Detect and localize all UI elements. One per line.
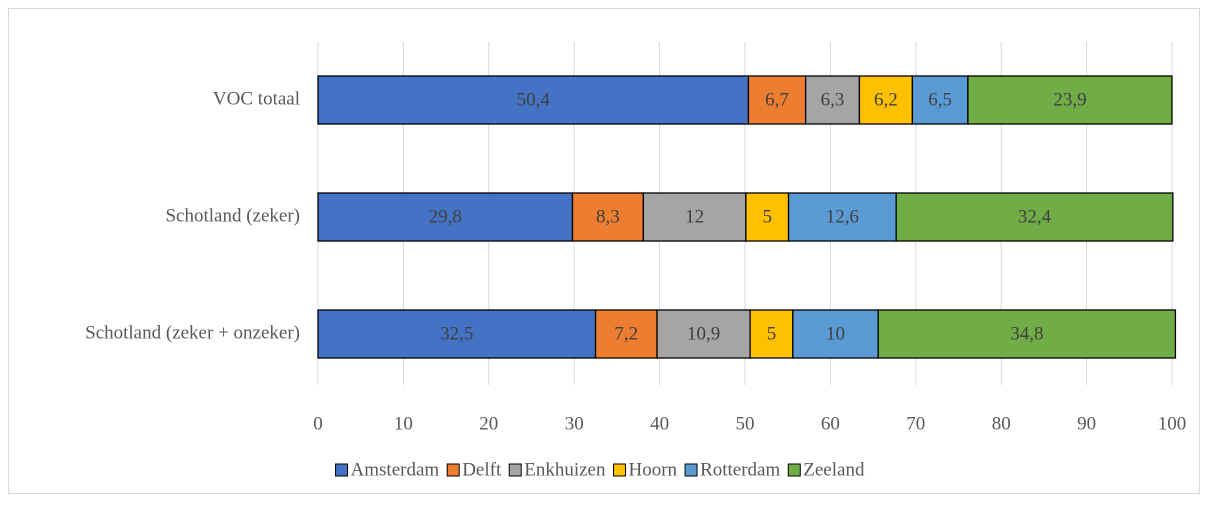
legend-label: Amsterdam xyxy=(351,459,440,480)
x-tick-label: 40 xyxy=(650,413,669,434)
y-tick-label: VOC totaal xyxy=(213,88,300,109)
bar-segment xyxy=(571,192,645,242)
data-label: 6,3 xyxy=(821,89,845,110)
data-label: 23,9 xyxy=(1053,89,1086,110)
data-label: 12 xyxy=(685,206,704,227)
x-tick-label: 80 xyxy=(992,413,1011,434)
x-tick-label: 0 xyxy=(313,413,323,434)
legend-swatch xyxy=(446,463,460,477)
data-label: 50,4 xyxy=(517,89,551,110)
x-tick-label: 10 xyxy=(394,413,413,434)
data-label: 29,8 xyxy=(429,206,462,227)
legend-label: Enkhuizen xyxy=(524,459,606,480)
data-label: 5 xyxy=(762,206,772,227)
legend-label: Delft xyxy=(462,459,502,480)
legend-label: Zeeland xyxy=(803,459,865,480)
bar-segment xyxy=(317,309,597,359)
data-label: 6,2 xyxy=(874,89,898,110)
legend-swatch xyxy=(508,463,522,477)
bar-segment xyxy=(656,309,751,359)
bar-segment xyxy=(804,75,861,125)
data-label: 6,7 xyxy=(765,89,789,110)
data-label: 34,8 xyxy=(1010,323,1043,344)
legend-label: Rotterdam xyxy=(700,459,780,480)
data-label: 10,9 xyxy=(687,323,720,344)
bar-segment xyxy=(967,75,1173,125)
bar-segment xyxy=(911,75,969,125)
bar-segment xyxy=(745,192,790,242)
bar-segment xyxy=(317,75,750,125)
legend-swatch xyxy=(335,463,349,477)
data-label: 12,6 xyxy=(826,206,859,227)
bar-segment xyxy=(877,309,1177,359)
data-label: 6,5 xyxy=(928,89,952,110)
x-tick-label: 70 xyxy=(906,413,925,434)
data-label: 32,4 xyxy=(1018,206,1052,227)
bar-segment xyxy=(858,75,914,125)
legend-swatch xyxy=(684,463,698,477)
data-label: 8,3 xyxy=(596,206,620,227)
bar-segment xyxy=(895,192,1174,242)
y-tick-label: Schotland (zeker + onzeker) xyxy=(85,322,300,343)
bar-segment xyxy=(792,309,879,359)
bar-segment xyxy=(787,192,897,242)
x-tick-label: 100 xyxy=(1158,413,1187,434)
data-label: 7,2 xyxy=(614,323,638,344)
bar-segment xyxy=(749,309,794,359)
legend-swatch xyxy=(613,463,627,477)
data-label: 32,5 xyxy=(440,323,473,344)
bar-segment xyxy=(594,309,658,359)
x-tick-label: 20 xyxy=(479,413,498,434)
y-tick-label: Schotland (zeker) xyxy=(165,205,300,226)
legend-label: Hoorn xyxy=(629,459,678,480)
data-label: 10 xyxy=(826,323,845,344)
bar-segment xyxy=(642,192,747,242)
x-tick-label: 60 xyxy=(821,413,840,434)
x-tick-label: 90 xyxy=(1077,413,1096,434)
legend-swatch xyxy=(787,463,801,477)
x-tick-label: 30 xyxy=(565,413,584,434)
x-tick-label: 50 xyxy=(736,413,755,434)
data-label: 5 xyxy=(767,323,777,344)
